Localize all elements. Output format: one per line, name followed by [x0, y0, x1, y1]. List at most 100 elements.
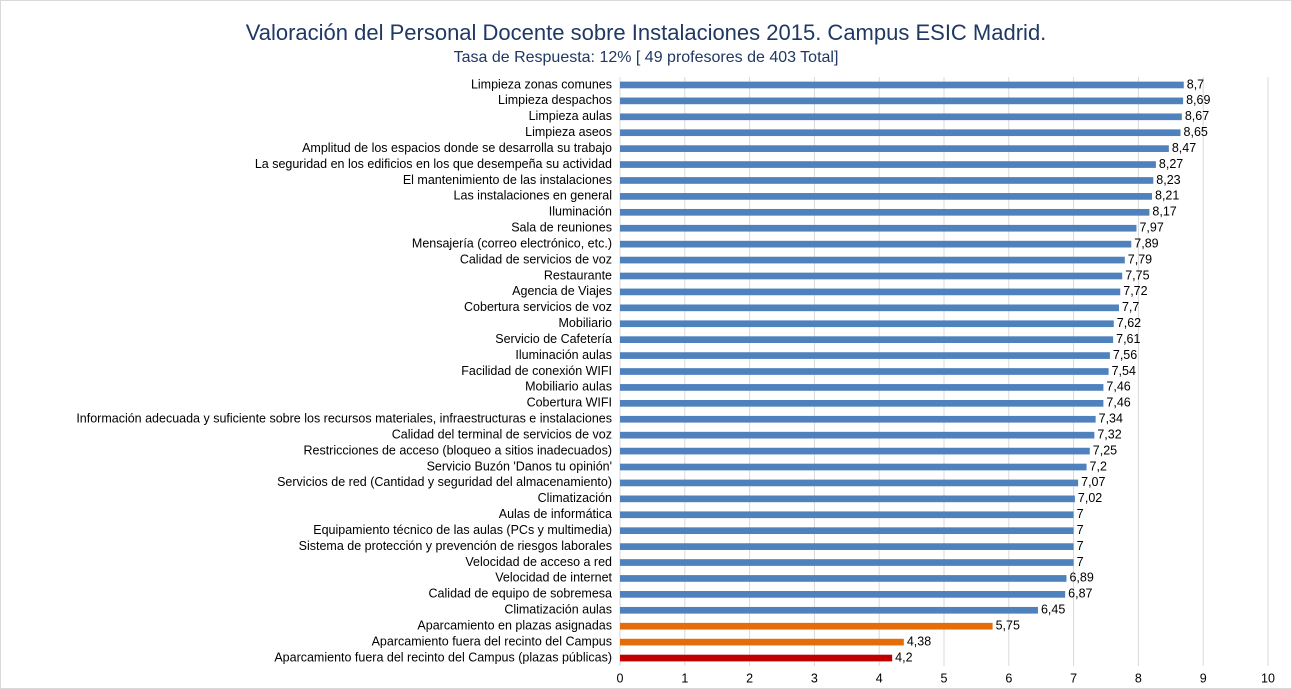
y-tick-label: Velocidad de acceso a red: [465, 555, 612, 569]
x-tick-label: 0: [617, 671, 624, 685]
bar: [620, 129, 1181, 137]
bar: [620, 193, 1153, 200]
x-tick-label: 6: [1005, 671, 1012, 685]
y-tick-label: Las instalaciones en general: [454, 189, 612, 203]
y-tick-label: Mobiliario: [559, 316, 613, 330]
value-label: 8,23: [1156, 173, 1180, 187]
bar: [620, 575, 1067, 582]
y-tick-label: Servicios de red (Cantidad y seguridad d…: [277, 475, 612, 489]
bar: [620, 368, 1109, 375]
value-label: 7: [1077, 507, 1084, 521]
y-tick-label: Equipamiento técnico de las aulas (PCs y…: [313, 523, 612, 537]
value-label: 8,67: [1185, 109, 1209, 123]
value-label: 7,02: [1078, 491, 1102, 505]
y-tick-label: Iluminación aulas: [515, 348, 612, 362]
x-tick-label: 2: [746, 671, 753, 685]
bar: [620, 336, 1114, 344]
bar: [620, 81, 1184, 89]
bar: [620, 654, 893, 662]
y-tick-label: Calidad de servicios de voz: [460, 252, 612, 266]
value-label: 7: [1077, 523, 1084, 537]
bar: [620, 527, 1074, 535]
y-tick-label: Velocidad de internet: [495, 571, 612, 585]
y-tick-label: Limpieza aulas: [529, 109, 612, 123]
x-tick-label: 4: [876, 671, 883, 685]
y-tick-label: Aparcamiento fuera del recinto del Campu…: [372, 634, 612, 648]
y-tick-label: Calidad de equipo de sobremesa: [429, 587, 613, 601]
value-label: 7,75: [1125, 268, 1149, 282]
value-label: 7,2: [1090, 459, 1107, 473]
bar: [620, 145, 1169, 152]
bar: [620, 256, 1125, 264]
value-label: 6,87: [1068, 587, 1092, 601]
bar: [620, 622, 993, 630]
value-label: 7,32: [1097, 427, 1121, 441]
x-tick-label: 9: [1200, 671, 1207, 685]
value-label: 7,56: [1113, 348, 1137, 362]
value-label: 7,54: [1112, 364, 1136, 378]
y-tick-label: Agencia de Viajes: [512, 284, 612, 298]
y-tick-label: Información adecuada y suficiente sobre …: [76, 412, 612, 426]
value-label: 7,46: [1106, 396, 1130, 410]
bar: [620, 479, 1079, 487]
y-tick-label: Restaurante: [544, 268, 612, 282]
value-label: 7: [1077, 539, 1084, 553]
bar: [620, 399, 1104, 407]
bar: [620, 224, 1137, 232]
value-label: 6,45: [1041, 603, 1065, 617]
bar: [620, 288, 1121, 296]
value-label: 7,25: [1093, 443, 1117, 457]
x-tick-label: 1: [681, 671, 688, 685]
value-label: 7,89: [1134, 236, 1158, 250]
bar: [620, 352, 1110, 359]
y-tick-label: El mantenimiento de las instalaciones: [403, 173, 612, 187]
value-label: 4,2: [895, 650, 912, 664]
y-tick-label: Cobertura servicios de voz: [464, 300, 612, 314]
value-label: 7,61: [1116, 332, 1140, 346]
bar: [620, 240, 1132, 248]
y-tick-label: La seguridad en los edificios en los que…: [255, 157, 612, 171]
value-label: 6,89: [1069, 571, 1093, 585]
value-label: 7,34: [1099, 412, 1123, 426]
y-tick-label: Restricciones de acceso (bloqueo a sitio…: [303, 443, 612, 457]
bar: [620, 559, 1074, 566]
chart-subtitle: Tasa de Respuesta: 12% [ 49 profesores d…: [454, 49, 839, 66]
y-tick-label: Facilidad de conexión WIFI: [461, 364, 612, 378]
x-tick-label: 3: [811, 671, 818, 685]
value-label: 7,07: [1081, 475, 1105, 489]
x-tick-label: 5: [941, 671, 948, 685]
y-tick-label: Aulas de informática: [499, 507, 612, 521]
y-tick-label: Mensajería (correo electrónico, etc.): [412, 236, 612, 250]
value-label: 7,7: [1122, 300, 1139, 314]
x-tick-label: 8: [1135, 671, 1142, 685]
value-label: 7: [1077, 555, 1084, 569]
y-tick-label: Climatización: [538, 491, 612, 505]
value-label: 8,69: [1186, 93, 1210, 107]
y-tick-label: Sala de reuniones: [511, 221, 612, 235]
y-tick-label: Limpieza zonas comunes: [471, 77, 612, 91]
y-tick-label: Limpieza despachos: [498, 93, 612, 107]
bar: [620, 161, 1156, 168]
bar: [620, 543, 1074, 550]
y-tick-label: Aparcamiento en plazas asignadas: [417, 618, 612, 632]
bar: [620, 415, 1096, 423]
bar: [620, 591, 1066, 598]
bar: [620, 97, 1184, 105]
value-label: 7,62: [1117, 316, 1141, 330]
bar: [620, 304, 1119, 312]
y-tick-label: Limpieza aseos: [525, 125, 612, 139]
value-label: 7,72: [1123, 284, 1147, 298]
bar: [620, 606, 1038, 614]
value-label: 7,79: [1128, 252, 1152, 266]
bar: [620, 447, 1090, 455]
y-tick-label: Servicio Buzón 'Danos tu opinión': [427, 459, 612, 473]
bar: [620, 463, 1087, 471]
bar: [620, 320, 1114, 328]
x-tick-label: 10: [1261, 671, 1275, 685]
value-label: 8,27: [1159, 157, 1183, 171]
value-label: 5,75: [996, 618, 1020, 632]
y-tick-label: Mobiliario aulas: [525, 380, 612, 394]
bar: [620, 384, 1104, 391]
y-tick-label: Calidad del terminal de servicios de voz: [392, 427, 612, 441]
